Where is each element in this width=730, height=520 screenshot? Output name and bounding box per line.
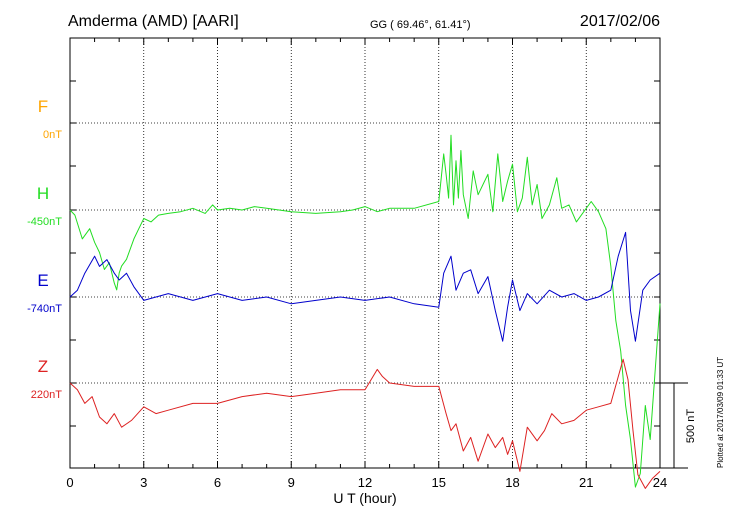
baseline-label-f: 0nT (43, 129, 62, 141)
plot-date: 2017/02/06 (580, 13, 660, 30)
x-tick-label: 3 (140, 475, 147, 490)
x-tick-label: 15 (432, 475, 446, 490)
scale-bar-label: 500 nT (685, 409, 697, 444)
x-tick-labels: 0 3 6 9 12 15 18 21 24 (66, 475, 667, 490)
station-coordinates: GG ( 69.46°, 61.41°) (370, 19, 471, 31)
component-baselines (70, 122, 660, 384)
x-tick-label: 21 (579, 475, 593, 490)
component-labels: F 0nT H -450nT E -740nT Z 220nT (27, 97, 62, 401)
component-label-z: Z (38, 357, 48, 376)
baseline-label-z: 220nT (31, 389, 62, 401)
x-axis-label: U T (hour) (333, 490, 396, 506)
trace-e (69, 231, 661, 342)
component-label-h: H (37, 184, 49, 203)
station-title: Amderma (AMD) [AARI] (68, 13, 239, 30)
plotted-timestamp: Plotted at 2017/03/09 01:33 UT (716, 357, 725, 468)
component-traces (69, 134, 661, 489)
baseline-label-e: -740nT (27, 303, 62, 315)
x-tick-label: 9 (288, 475, 295, 490)
plot-frame (69, 37, 661, 469)
x-tick-label: 12 (358, 475, 372, 490)
axis-ticks (69, 37, 661, 469)
trace-z (69, 358, 661, 489)
x-tick-label: 6 (214, 475, 221, 490)
x-tick-label: 18 (505, 475, 519, 490)
x-tick-label: 0 (66, 475, 73, 490)
baseline-label-h: -450nT (27, 216, 62, 228)
x-tick-label: 24 (653, 475, 667, 490)
scale-bar (660, 382, 688, 469)
component-label-f: F (38, 97, 48, 116)
trace-h (69, 134, 661, 488)
component-label-e: E (37, 271, 48, 290)
